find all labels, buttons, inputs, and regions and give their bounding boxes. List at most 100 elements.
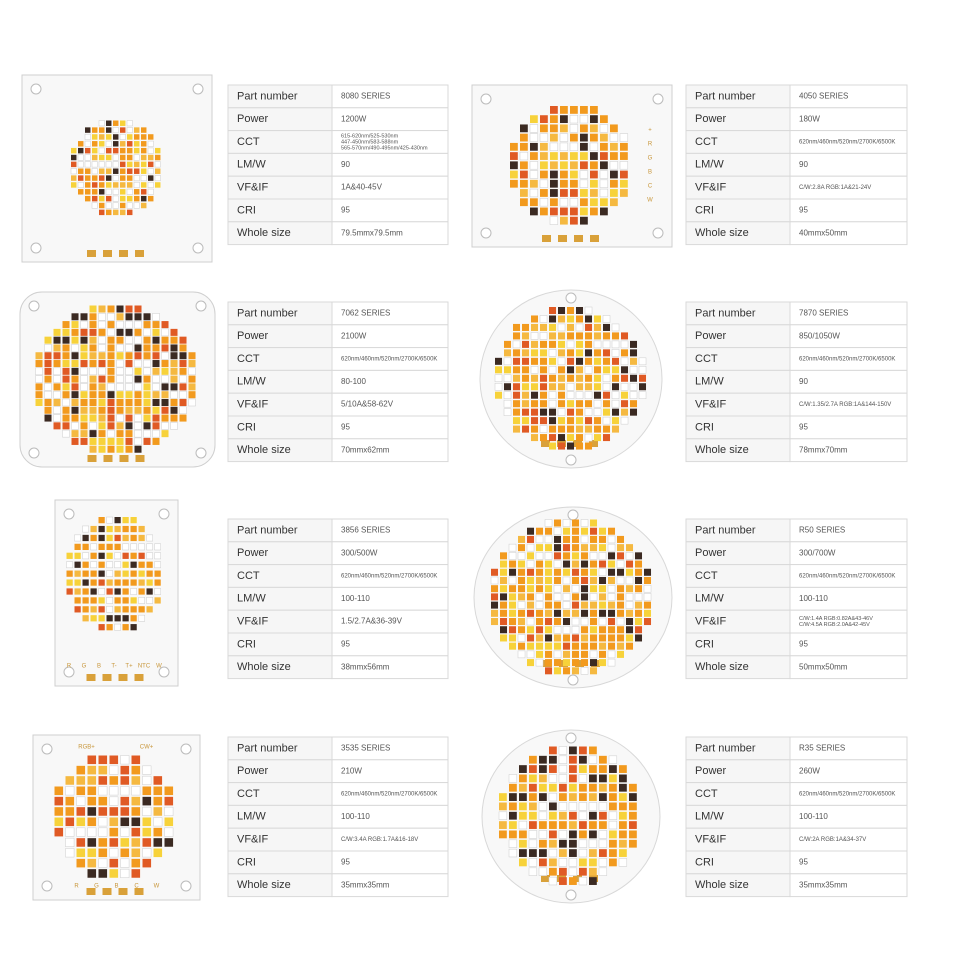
led (120, 209, 126, 216)
led (519, 151, 529, 161)
led (80, 375, 88, 383)
led (152, 313, 160, 321)
led (116, 336, 124, 344)
led (106, 588, 113, 595)
led (119, 133, 126, 140)
led (540, 161, 548, 170)
led (188, 398, 196, 407)
led (570, 170, 578, 179)
led (134, 398, 142, 406)
spec-label: CCT (695, 788, 718, 800)
led (146, 552, 153, 560)
led (153, 817, 163, 827)
led (629, 821, 637, 829)
gold-pad (135, 455, 145, 462)
led (584, 306, 593, 315)
led (563, 609, 571, 617)
led (548, 848, 558, 858)
led (143, 414, 151, 422)
led (527, 626, 535, 634)
led (134, 429, 142, 438)
led (153, 807, 163, 816)
led (599, 179, 609, 188)
led (74, 561, 81, 568)
led (134, 445, 142, 453)
led (130, 570, 137, 577)
led (44, 390, 52, 399)
led (589, 650, 598, 659)
led (580, 535, 589, 544)
led (635, 585, 643, 593)
led (82, 615, 89, 622)
spec-label: Power (237, 330, 269, 342)
led (519, 802, 527, 811)
led (619, 811, 627, 820)
led (71, 313, 79, 321)
led (569, 142, 579, 151)
value-cell (331, 221, 449, 246)
led (535, 658, 544, 667)
led (500, 593, 508, 601)
spec-label: Whole size (237, 227, 291, 239)
led (98, 398, 106, 406)
led (569, 877, 577, 885)
led (87, 817, 97, 827)
led (130, 552, 137, 559)
led (509, 593, 517, 601)
led (500, 568, 508, 576)
led (66, 552, 73, 559)
led (62, 336, 70, 344)
led (616, 617, 625, 626)
led (134, 359, 142, 368)
spec-value: 1.5/2.7A&36-39V (341, 617, 403, 626)
gold-pad (575, 660, 584, 667)
led (635, 618, 643, 626)
led (54, 827, 64, 837)
value-cell (789, 438, 908, 463)
led (98, 525, 105, 533)
led (635, 634, 643, 642)
led (71, 437, 79, 445)
led (85, 127, 91, 133)
spec-label: CCT (695, 353, 718, 365)
led (567, 425, 575, 433)
led (580, 207, 588, 216)
led (589, 783, 597, 792)
led (82, 552, 89, 560)
led (571, 625, 580, 634)
led (520, 170, 528, 179)
led (109, 869, 119, 878)
led (522, 357, 530, 365)
led (598, 552, 607, 560)
led (76, 858, 86, 868)
led (170, 375, 178, 383)
led (540, 408, 548, 416)
led (116, 352, 124, 360)
spec-label: VF&IF (695, 834, 726, 846)
led (518, 560, 526, 568)
led (608, 576, 616, 584)
led (99, 175, 105, 181)
led (122, 606, 129, 613)
led (634, 593, 643, 601)
led (107, 305, 115, 313)
led (71, 430, 79, 438)
led (87, 858, 97, 868)
led (80, 406, 88, 414)
led (105, 202, 112, 209)
led (89, 398, 97, 406)
led (549, 434, 557, 442)
led (78, 147, 84, 154)
led (617, 626, 625, 634)
led (572, 519, 580, 527)
led (152, 360, 160, 368)
led (626, 634, 634, 642)
led (87, 776, 97, 785)
led (98, 437, 106, 445)
led (526, 650, 535, 659)
led (572, 560, 580, 568)
led (599, 535, 607, 543)
led (536, 650, 544, 658)
led (153, 838, 163, 847)
board-label: C (648, 184, 653, 190)
